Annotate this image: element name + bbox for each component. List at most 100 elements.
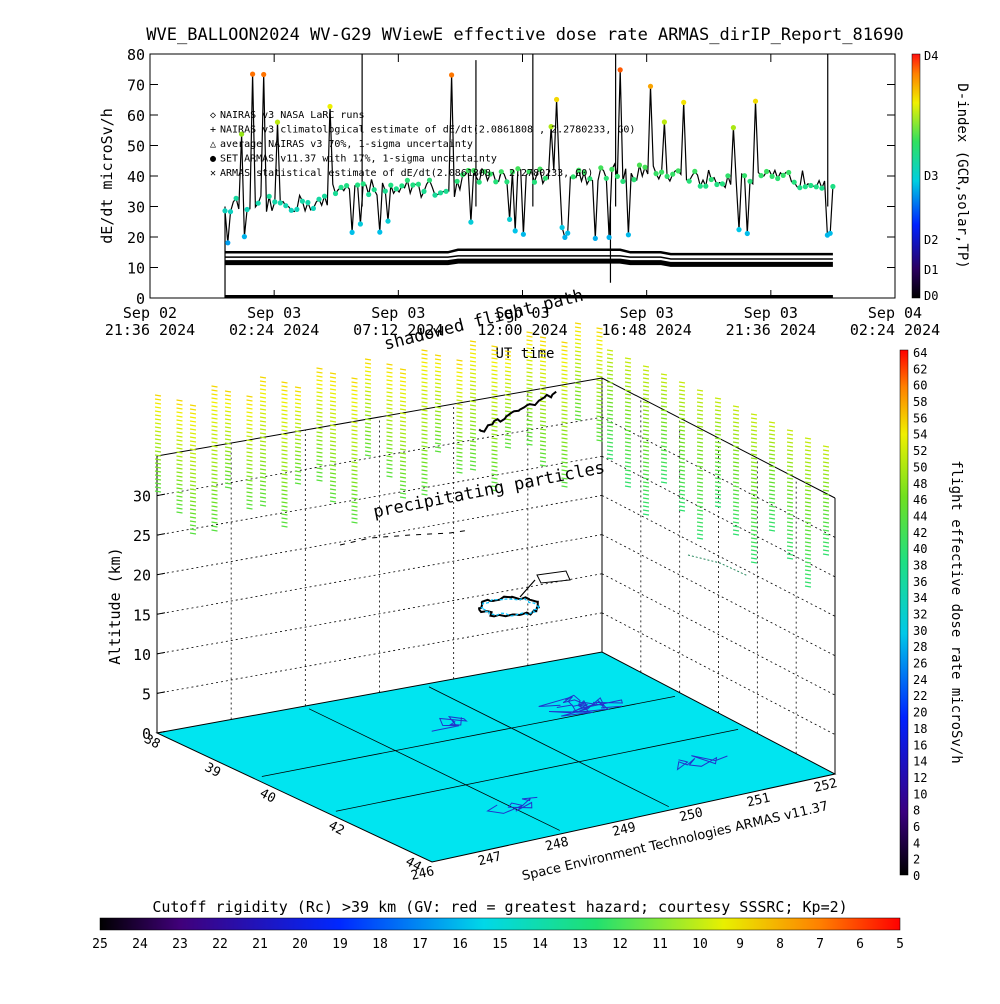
curtain-tick (804, 497, 812, 500)
top-x-tick-label-date: Sep 04 (868, 304, 922, 322)
curtain-tick (696, 501, 704, 504)
curtain-tick (642, 441, 650, 444)
curtain-tick (399, 492, 407, 495)
curtain-tick (224, 462, 232, 465)
top-y-label: dE/dt microSv/h (98, 108, 116, 243)
curtain-tick (386, 367, 393, 370)
curtain-tick (696, 477, 704, 480)
curtain-tick (281, 461, 288, 464)
curtain-tick (596, 399, 603, 402)
curtain-tick (624, 361, 632, 364)
top-x-label: UT time (495, 346, 554, 362)
curtain-tick (642, 433, 650, 436)
curtain-tick (596, 395, 603, 398)
armas-point (274, 119, 281, 125)
curtain-tick (822, 529, 830, 532)
curtain-tick (642, 429, 650, 432)
curtain-tick (246, 475, 253, 478)
curtain-tick (526, 343, 533, 346)
curtain-tick (750, 457, 758, 460)
curtain-tick (768, 485, 776, 488)
armas-point (769, 173, 775, 179)
terrain-feature (431, 716, 468, 732)
curtain-tick (624, 445, 632, 448)
curtain-tick (456, 455, 463, 458)
curtain-tick (316, 459, 323, 462)
curtain-tick (491, 405, 498, 408)
curtain-tick (154, 402, 162, 405)
curtain-tick (246, 419, 253, 422)
curtain-tick (154, 446, 162, 449)
curtain-tick (574, 402, 582, 405)
curtain-tick (596, 335, 603, 338)
flight-path-segment (519, 579, 536, 598)
curtain-tick (364, 402, 372, 405)
curtain-tick (294, 450, 302, 453)
curtain-tick (246, 443, 253, 446)
curtain-tick (561, 429, 568, 432)
curtain-tick (329, 500, 337, 503)
curtain-tick (246, 447, 253, 450)
rc-colorbar-tick-label: 6 (856, 937, 864, 952)
rc-colorbar-tick-label: 24 (132, 937, 148, 952)
curtain-tick (189, 464, 197, 467)
3d-gridlines (156, 391, 836, 754)
curtain-tick (491, 349, 498, 352)
curtain-tick (750, 469, 758, 472)
curtain-tick (469, 468, 477, 471)
rc-colorbar-tick-label: 13 (572, 937, 588, 952)
curtain-tick (596, 415, 603, 418)
z-gridline-left-wall (156, 534, 603, 615)
curtain-tick (154, 434, 162, 437)
curtain-tick (732, 465, 740, 468)
curtain-tick (421, 437, 428, 440)
curtain-tick (714, 413, 722, 416)
curtain-tick (491, 461, 498, 464)
curtain-tick (259, 472, 267, 475)
curtain-tick (294, 462, 302, 465)
curtain-tick (456, 403, 463, 406)
curtain-tick (768, 497, 776, 500)
nairas-climatological-line (225, 248, 833, 256)
curtain-tick (456, 431, 463, 434)
curtain-tick (176, 455, 183, 458)
top-x-tick-label-date: Sep 03 (620, 304, 674, 322)
curtain-tick (434, 394, 442, 397)
curtain-tick (421, 385, 428, 388)
curtain-tick (696, 481, 704, 484)
curtain-tick (491, 401, 498, 404)
curtain-tick (678, 409, 686, 412)
curtain-tick (539, 436, 547, 439)
nairas-low-band (225, 258, 833, 267)
curtain-tick (561, 485, 568, 488)
rc-colorbar-label: Cutoff rigidity (Rc) >39 km (GV: red = g… (152, 898, 847, 916)
armas-point (603, 175, 609, 181)
curtain-tick (224, 390, 232, 393)
armas-point (570, 174, 576, 180)
curtain-tick (189, 512, 197, 515)
curtain-tick (456, 427, 463, 430)
curtain-tick (329, 488, 337, 491)
curtain-tick (624, 409, 632, 412)
rc-colorbar-tick-label: 22 (212, 937, 228, 952)
curtain-tick (246, 427, 253, 430)
dose-colorbar-tick-label: 34 (913, 591, 927, 605)
curtain-tick (469, 388, 477, 391)
curtain-tick (732, 509, 740, 512)
curtain-tick (211, 509, 218, 512)
curtain-tick (189, 480, 197, 483)
dose-colorbar-tick-label: 22 (913, 689, 927, 703)
curtain-tick (504, 370, 512, 373)
armas-point (227, 209, 234, 215)
curtain-tick (421, 381, 428, 384)
rc-colorbar-tick-label: 18 (372, 937, 388, 952)
curtain-tick (642, 385, 650, 388)
curtain-tick (491, 377, 498, 380)
curtain-tick (224, 478, 232, 481)
armas-point (393, 186, 399, 192)
curtain-tick (364, 410, 372, 413)
curtain-tick (561, 381, 568, 384)
dose-colorbar-tick-label: 2 (913, 853, 920, 867)
z-gridline-right-wall (601, 534, 836, 657)
curtain-tick (768, 501, 776, 504)
